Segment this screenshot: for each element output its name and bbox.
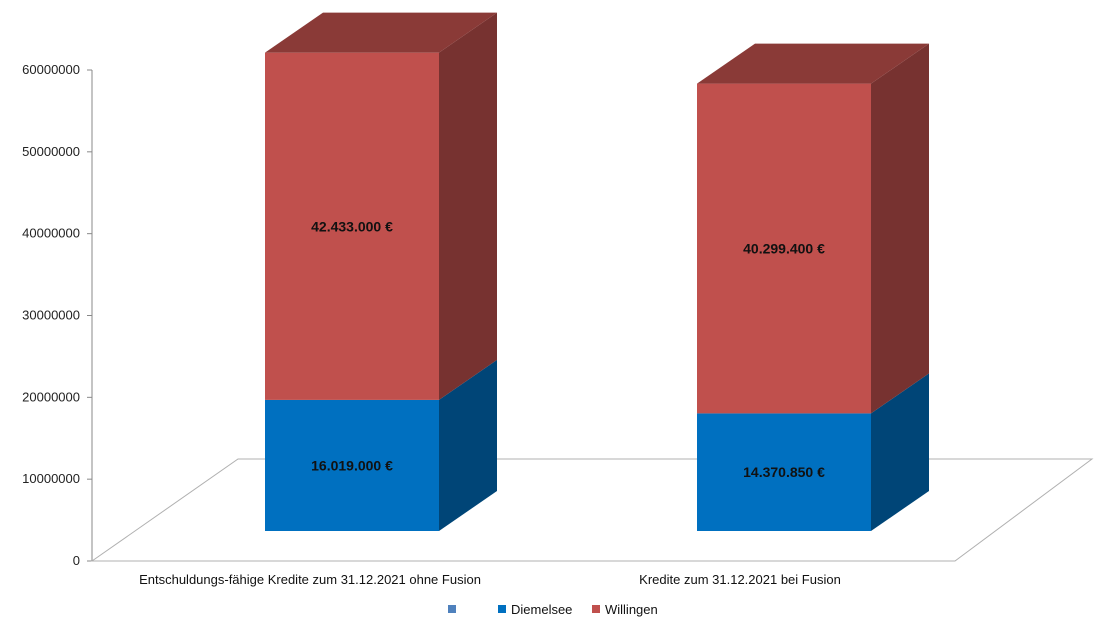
legend-swatch [498, 605, 506, 613]
y-tick-label: 60000000 [22, 62, 80, 77]
bar-top-willingen [265, 12, 497, 53]
legend-label: Diemelsee [511, 602, 572, 617]
data-label: 42.433.000 € [311, 218, 393, 234]
bar-side-diemelsee [871, 373, 929, 531]
bar-segment-diemelsee [697, 413, 871, 531]
bar-top-willingen [697, 43, 929, 84]
bar-side-diemelsee [439, 359, 497, 531]
legend-swatch [592, 605, 600, 613]
y-tick-label: 20000000 [22, 389, 80, 404]
y-tick-label: 40000000 [22, 226, 80, 241]
y-tick-label: 0 [73, 553, 80, 568]
chart-floor [90, 458, 1094, 562]
category-label: Kredite zum 31.12.2021 bei Fusion [639, 572, 841, 587]
bar-segment-diemelsee [265, 399, 439, 531]
legend-label: Willingen [605, 602, 658, 617]
data-label: 14.370.850 € [743, 464, 825, 480]
y-tick-label: 10000000 [22, 471, 80, 486]
bar-segment-willingen [697, 83, 871, 414]
bar-segment-willingen [265, 52, 439, 400]
legend-swatch [448, 605, 456, 613]
data-label: 16.019.000 € [311, 457, 393, 473]
category-label: Entschuldungs-fähige Kredite zum 31.12.2… [139, 572, 481, 587]
y-tick-label: 50000000 [22, 144, 80, 159]
bar-side-willingen [439, 12, 497, 400]
data-label: 40.299.400 € [743, 241, 825, 257]
bar-side-willingen [871, 43, 929, 414]
y-tick-label: 30000000 [22, 308, 80, 323]
